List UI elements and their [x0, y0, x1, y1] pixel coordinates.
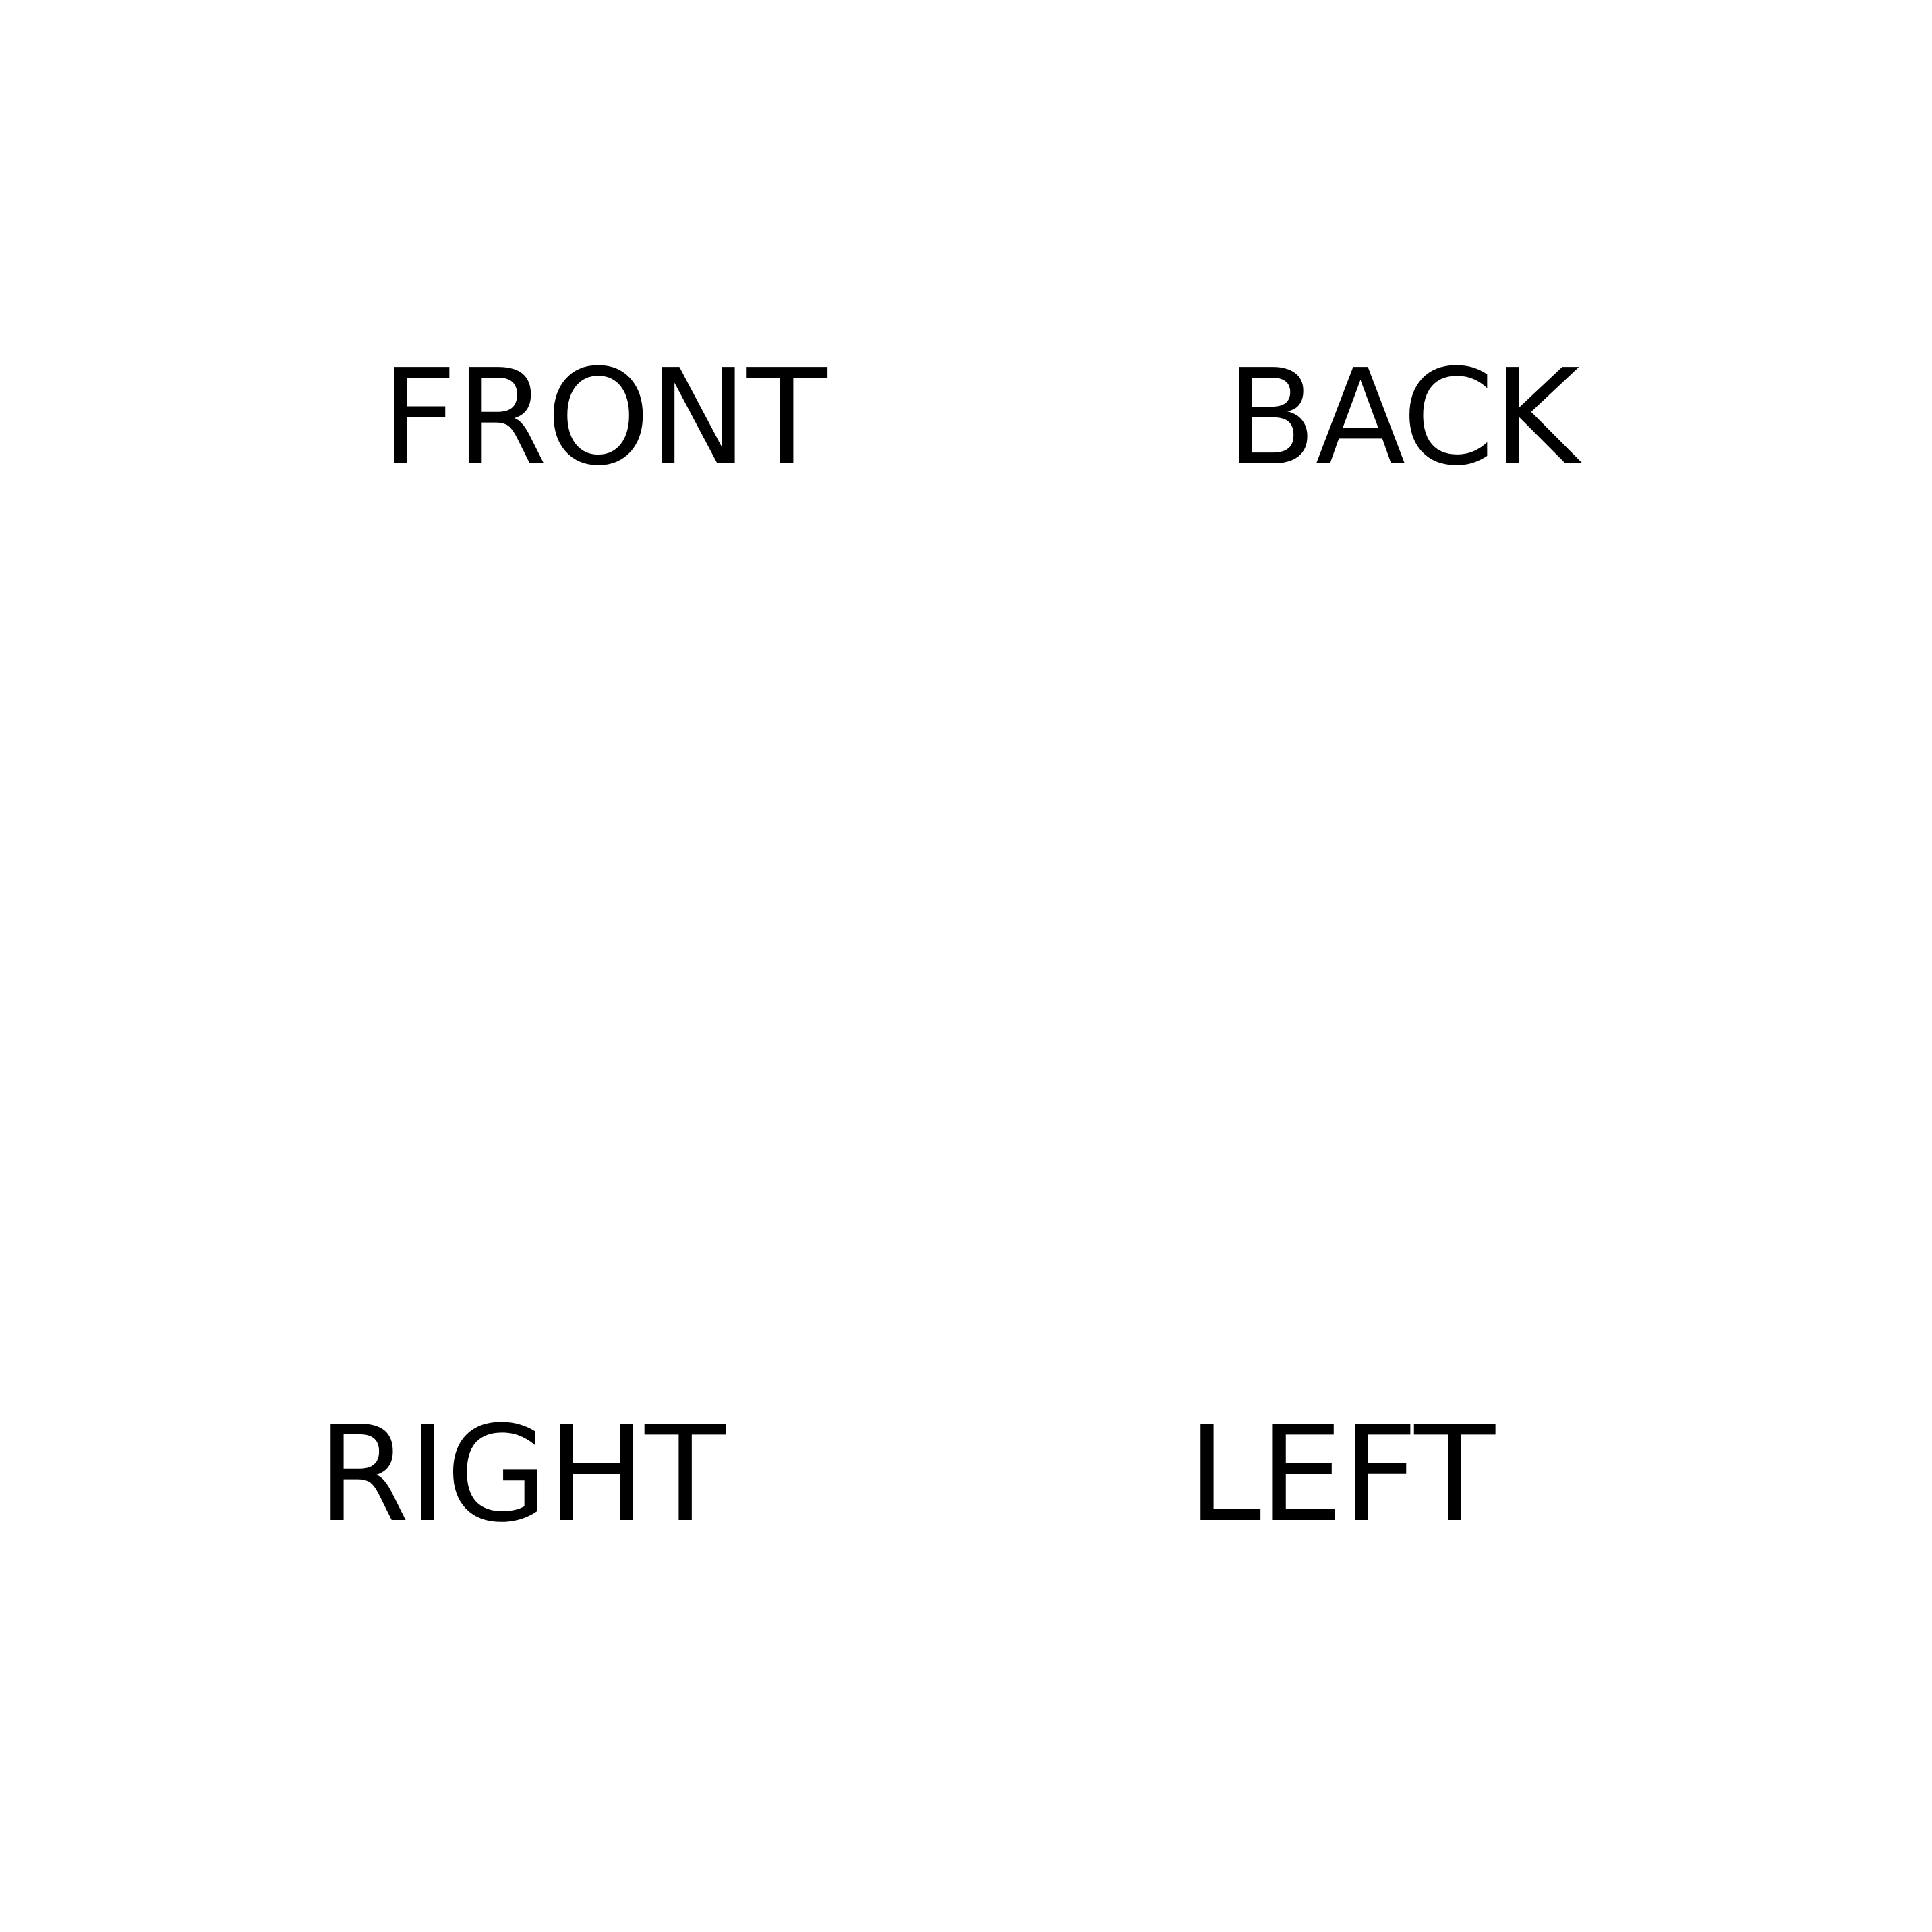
- left-label: LEFT: [1188, 1398, 1495, 1552]
- front-label: FRONT: [381, 341, 827, 495]
- back-label: BACK: [1226, 341, 1579, 495]
- right-label: RIGHT: [318, 1398, 726, 1552]
